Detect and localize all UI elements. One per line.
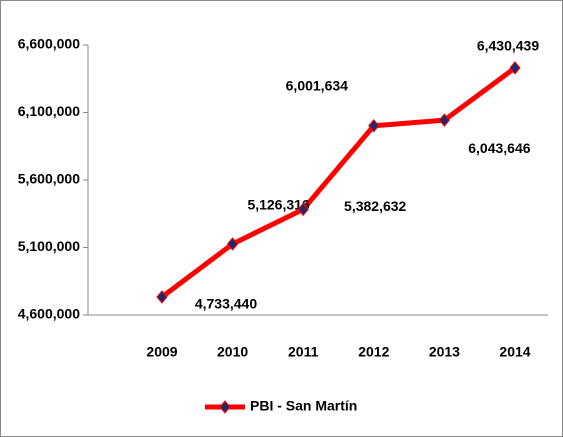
marker (226, 237, 239, 251)
data-label: 6,001,634 (286, 77, 348, 93)
y-tick-label: 6,600,000 (18, 36, 80, 52)
data-label: 4,733,440 (195, 296, 257, 312)
marker (156, 290, 168, 304)
x-tick-label: 2014 (499, 344, 530, 360)
y-tick-label: 5,600,000 (18, 171, 80, 187)
x-tick-label: 2013 (429, 344, 460, 360)
y-tick-label: 5,100,000 (18, 238, 80, 254)
data-label: 5,382,632 (344, 198, 406, 214)
legend-label: PBI - San Martín (250, 398, 357, 414)
x-tick-label: 2009 (146, 344, 177, 360)
data-label: 6,430,439 (477, 38, 539, 54)
series-line (160, 65, 517, 299)
y-tick-label: 4,600,000 (18, 306, 80, 322)
legend-marker (219, 400, 231, 414)
x-tick-label: 2011 (288, 344, 319, 360)
y-tick-label: 6,100,000 (18, 103, 80, 119)
marker (509, 61, 521, 75)
x-tick-label: 2010 (217, 344, 248, 360)
x-tick-label: 2012 (358, 344, 389, 360)
marker (438, 113, 451, 127)
data-label: 5,126,316 (247, 197, 309, 213)
data-label: 6,043,646 (468, 140, 530, 156)
marker (297, 202, 309, 217)
marker (368, 118, 380, 133)
